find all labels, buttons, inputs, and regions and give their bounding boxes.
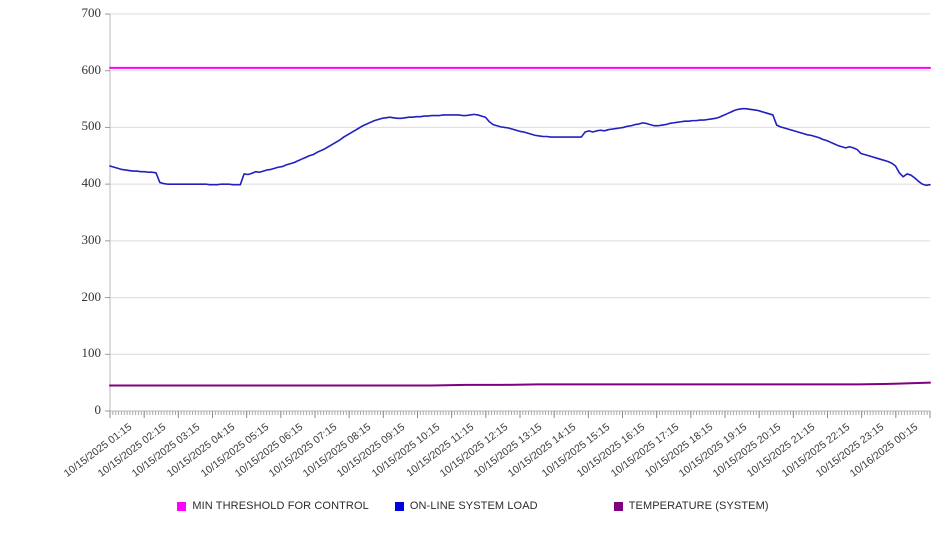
data-series-line <box>109 107 931 187</box>
legend-label: TEMPERATURE (SYSTEM) <box>628 500 769 512</box>
chart-plot-area <box>105 13 931 418</box>
y-axis-tick-group <box>105 13 110 412</box>
legend-item[interactable]: TEMPERATURE (SYSTEM) <box>613 500 769 512</box>
y-axis-tick-label: 200 <box>81 288 102 304</box>
x-axis-major-tick-group <box>109 411 931 418</box>
y-axis-tick-label: 100 <box>81 345 102 361</box>
axis-line-group <box>109 14 930 412</box>
data-series-group <box>109 66 931 387</box>
legend-color-swatch <box>613 501 623 511</box>
legend-label: MIN THRESHOLD FOR CONTROL <box>192 500 369 512</box>
legend-color-swatch <box>177 501 187 511</box>
y-axis-tick-label: 300 <box>81 231 102 247</box>
legend-item[interactable]: ON-LINE SYSTEM LOAD <box>394 500 538 512</box>
y-axis-tick-label: 600 <box>81 61 102 77</box>
y-axis-tick-label: 700 <box>81 5 102 20</box>
legend-item[interactable]: MIN THRESHOLD FOR CONTROL <box>177 500 369 512</box>
data-series-line <box>109 381 931 387</box>
y-axis-tick-label: 400 <box>81 175 102 191</box>
y-axis-tick-label: 500 <box>81 118 102 134</box>
legend-color-swatch <box>394 501 404 511</box>
chart-container: 0 100 200 300 400 500 600 700 10/15/2025 01:15 1… <box>0 5 946 518</box>
gridline-group <box>110 13 930 355</box>
chart-legend: MIN THRESHOLD FOR CONTROL ON-LINE SYSTEM … <box>0 494 946 518</box>
y-axis-tick-label: 0 <box>94 402 102 417</box>
legend-label: ON-LINE SYSTEM LOAD <box>409 500 538 512</box>
